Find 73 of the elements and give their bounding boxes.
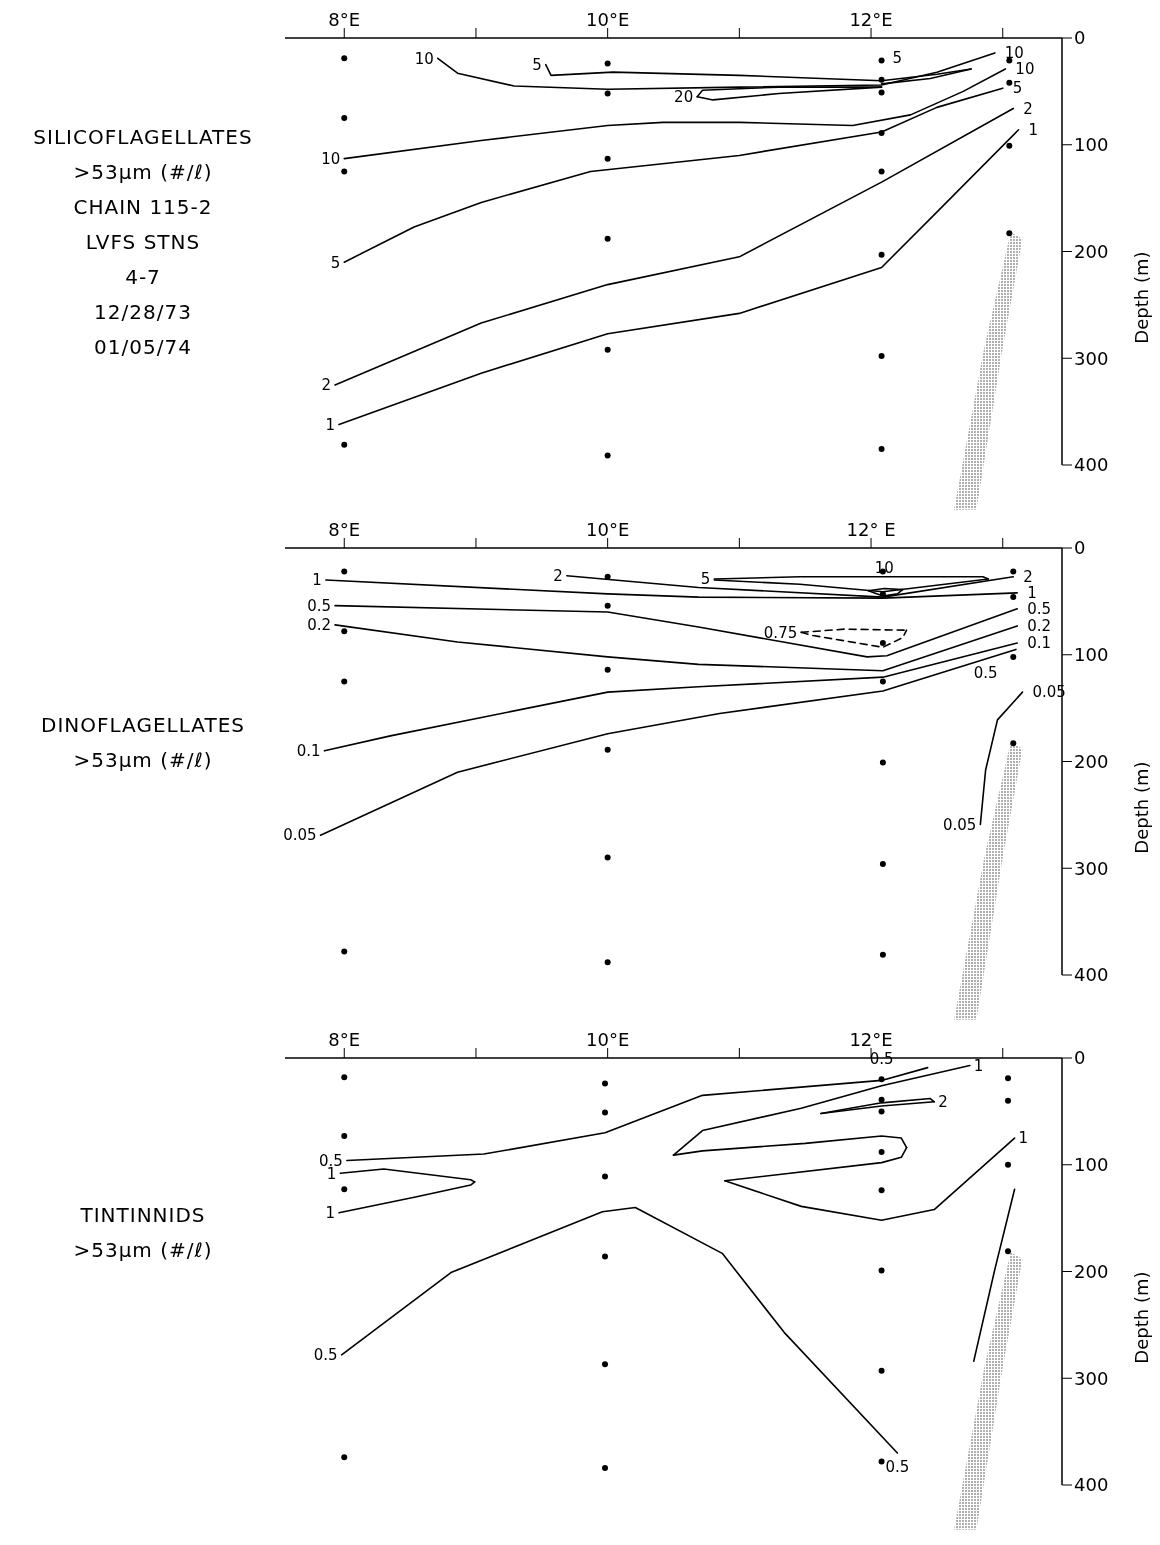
- x-tick-label: 8°E: [328, 519, 361, 540]
- series-label: 1: [973, 1056, 984, 1075]
- annotation: 10: [874, 558, 894, 577]
- text: 12/28/73: [93, 299, 193, 326]
- text: >53μm (#/ℓ): [72, 159, 214, 186]
- y-axis-title: Depth (m): [1131, 761, 1153, 854]
- annotation: 1: [1027, 584, 1037, 603]
- series-label: 10: [414, 49, 434, 68]
- series-label: 2: [553, 567, 563, 586]
- annotation: 0.1: [1027, 634, 1052, 653]
- x-tick-label: 12° E: [846, 519, 896, 540]
- series-label: 5: [532, 56, 542, 75]
- y-tick-label: 0: [1074, 537, 1086, 559]
- y-tick-label: 400: [1074, 1474, 1109, 1496]
- y-tick-label: 300: [1074, 347, 1109, 369]
- text: CHAIN 115-2: [72, 194, 214, 221]
- series-label: 5: [330, 253, 341, 272]
- annotation: 0.5: [1027, 600, 1052, 619]
- series-label: 1: [312, 571, 322, 590]
- annotation: 5: [1012, 79, 1023, 98]
- annotation: 5: [892, 48, 903, 67]
- y-axis-title: Depth (m): [1131, 1271, 1153, 1364]
- series-label: 0.75: [763, 623, 798, 642]
- series-label: 20: [674, 88, 694, 107]
- series-label: 2: [938, 1093, 948, 1112]
- annotation: 10: [1015, 60, 1035, 79]
- series-label: 0.5: [313, 1346, 338, 1365]
- y-tick-label: 300: [1074, 1367, 1109, 1389]
- y-tick-label: 200: [1074, 240, 1109, 262]
- series-label: 0.05: [942, 815, 977, 834]
- x-tick-label: 8°E: [328, 1029, 361, 1050]
- series-label: 10: [321, 149, 341, 168]
- series-label: 1: [1018, 1129, 1029, 1148]
- y-tick-label: 0: [1074, 27, 1086, 49]
- x-tick-label: 12°E: [849, 9, 893, 30]
- y-tick-label: 200: [1074, 1260, 1109, 1282]
- annotation: 0.2: [1027, 617, 1052, 636]
- series-label: 5: [700, 570, 711, 589]
- text: 4-7: [124, 264, 162, 291]
- series-label: 1: [325, 1204, 335, 1223]
- text: DINOFLAGELLATES: [40, 712, 246, 739]
- annotation: 0.5: [885, 1457, 910, 1476]
- annotation: 0.5: [973, 663, 998, 682]
- series-label: 0.1: [296, 742, 321, 761]
- series-label: 2: [321, 376, 332, 395]
- x-tick-label: 10°E: [586, 9, 630, 30]
- text: >53μm (#/ℓ): [72, 1237, 214, 1264]
- y-tick-label: 400: [1074, 454, 1109, 476]
- series-label: 1: [325, 415, 335, 434]
- annotation: 1: [1028, 121, 1039, 140]
- y-tick-label: 300: [1074, 857, 1109, 879]
- y-tick-label: 200: [1074, 750, 1109, 772]
- y-axis-title: Depth (m): [1131, 251, 1153, 344]
- y-tick-label: 100: [1074, 1154, 1109, 1176]
- series-label: 0.5: [307, 596, 332, 615]
- series-label: 0.05: [283, 826, 317, 845]
- text: TINTINNIDS: [79, 1202, 207, 1229]
- text: LVFS STNS: [84, 229, 202, 256]
- x-tick-label: 10°E: [586, 1029, 630, 1050]
- x-tick-label: 8°E: [328, 9, 361, 30]
- y-tick-label: 100: [1074, 644, 1109, 666]
- y-tick-label: 100: [1074, 134, 1109, 156]
- text: SILICOFLAGELLATES: [32, 124, 254, 151]
- annotation: 2: [1023, 99, 1033, 118]
- annotation: 10: [1004, 44, 1024, 63]
- y-tick-label: 0: [1074, 1047, 1086, 1069]
- annotation: 2: [1023, 568, 1033, 587]
- y-tick-label: 400: [1074, 964, 1109, 986]
- series-label: 0.2: [307, 616, 332, 635]
- text: 01/05/74: [93, 334, 193, 361]
- text: >53μm (#/ℓ): [72, 747, 214, 774]
- x-tick-label: 12°E: [849, 1029, 893, 1050]
- x-tick-label: 10°E: [586, 519, 630, 540]
